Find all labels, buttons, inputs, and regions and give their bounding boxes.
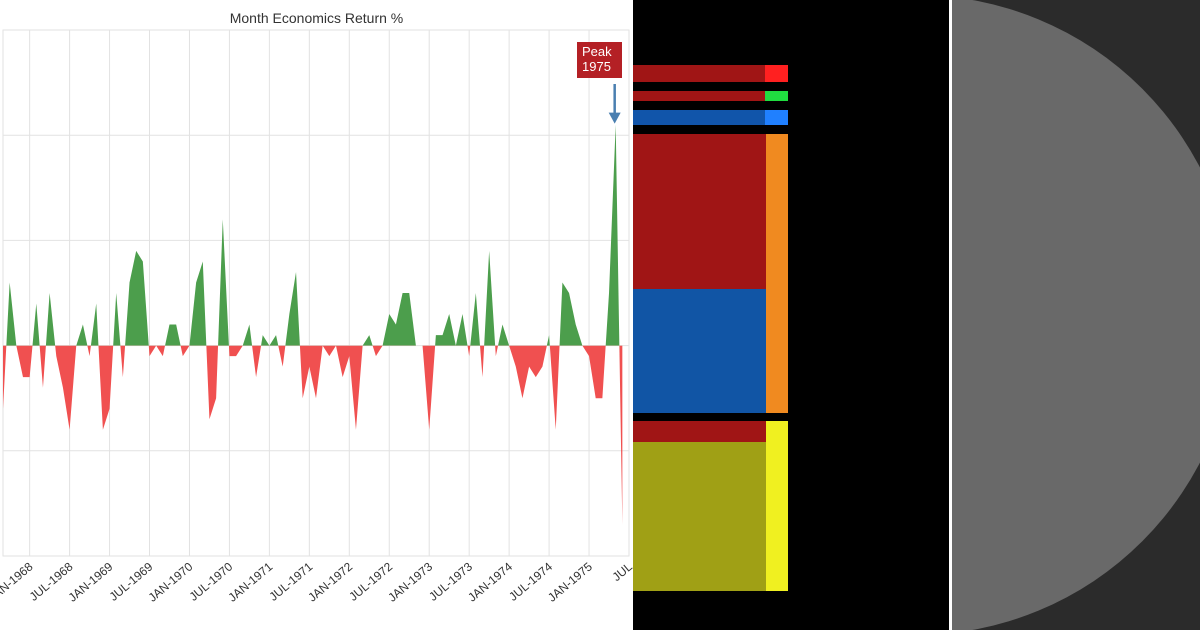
tile-red-band [633, 421, 766, 442]
x-tick-label: JAN-1975 [545, 559, 595, 604]
x-tick-label: JAN-1971 [225, 559, 275, 604]
gray-disc [952, 0, 1200, 630]
x-tick-label: JUL [610, 559, 633, 584]
disc-graphic [952, 0, 1200, 630]
x-tick-label: JAN-1974 [465, 559, 515, 604]
disc-panel [952, 0, 1200, 630]
tile-yellow-strip [766, 421, 788, 591]
chart-panel: JAN-1968 JUL-1968 JAN-1969 JUL-1969 JAN-1970… [0, 0, 633, 630]
positive-area [3, 124, 623, 346]
panel-divider [949, 0, 952, 630]
tile-olive-block [633, 442, 766, 591]
tile-red-top [633, 65, 765, 82]
x-tick-label: JAN-1969 [66, 559, 116, 604]
tile-blue-cap [765, 110, 788, 125]
peak-arrow-head [608, 112, 621, 124]
chart-title: Month Economics Return % [229, 10, 404, 26]
tile-red-large [633, 134, 766, 289]
tile-red-thin [633, 91, 765, 101]
tile-blue-thin [633, 110, 765, 125]
x-tick-label: JAN-1970 [146, 559, 196, 604]
tile-orange-strip [766, 134, 788, 413]
x-tick-label: JAN-1973 [385, 559, 435, 604]
x-tick-label: JAN-1972 [305, 559, 355, 604]
negative-area [3, 345, 623, 525]
tile-red-top-cap [765, 65, 788, 82]
peak-annotation-label: Peak 1975 [577, 42, 622, 78]
tile-green-cap [765, 91, 788, 101]
color-block-mosaic [633, 0, 949, 630]
plot-frame [2, 29, 630, 557]
tile-blue-large [633, 289, 766, 413]
area-chart: JAN-1968JUL-1968JAN-1969JUL-1969JAN-1970… [0, 29, 633, 605]
